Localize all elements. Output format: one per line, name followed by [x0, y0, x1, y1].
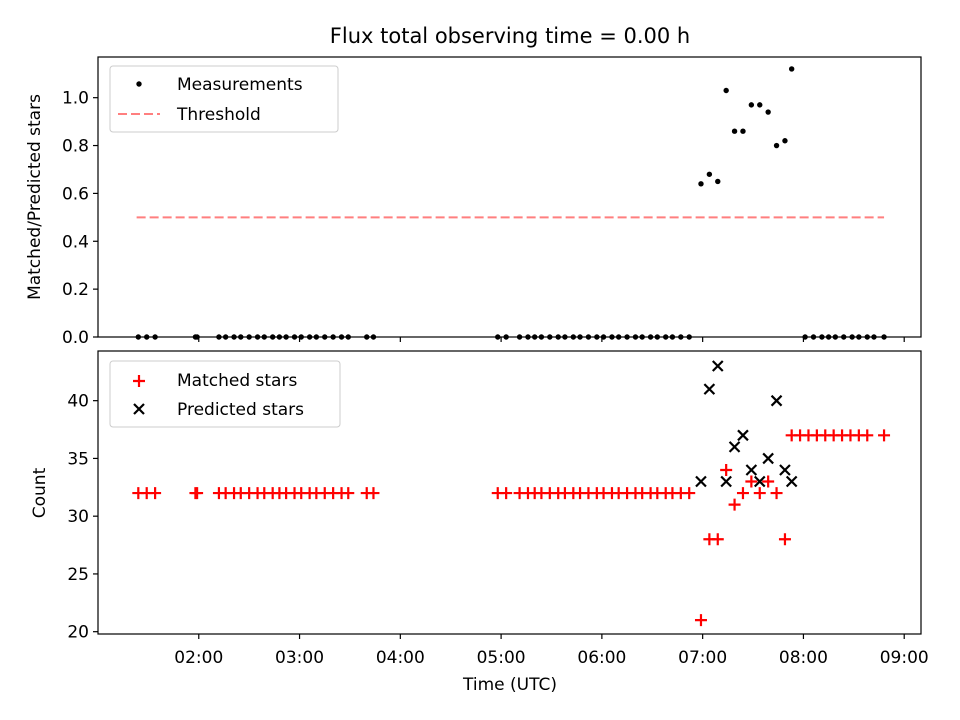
predicted-star-point — [753, 475, 766, 488]
measurement-point — [698, 181, 704, 187]
measurement-point — [740, 128, 746, 134]
top-y-axis-label: Matched/Predicted stars — [25, 94, 45, 300]
legend-matched-marker — [133, 375, 145, 387]
measurement-point — [723, 87, 729, 94]
top-ytick-label: 0.0 — [62, 328, 89, 348]
chart-title: Flux total observing time = 0.00 h — [330, 24, 690, 48]
predicted-star-point — [720, 475, 732, 488]
top-ytick-label: 0.8 — [62, 137, 89, 157]
top-ytick-label: 0.4 — [62, 232, 89, 252]
matched-star-point — [861, 429, 874, 442]
measurement-point — [706, 171, 713, 177]
top-ytick-label: 0.6 — [62, 184, 89, 204]
bottom-legend-box — [109, 360, 341, 428]
predicted-star-point — [728, 441, 741, 453]
measurement-point — [748, 102, 755, 108]
legend-predicted-marker — [133, 403, 145, 415]
top-legend: Measurements Threshold — [109, 65, 339, 133]
matched-star-point — [367, 487, 380, 500]
legend-measurements-label: Measurements — [177, 75, 303, 95]
matched-star-point — [711, 533, 724, 546]
matched-star-point — [878, 429, 891, 442]
predicted-star-point — [770, 394, 783, 407]
matched-star-point — [191, 487, 204, 500]
predicted-star-point — [711, 360, 724, 372]
bottom-ytick-label: 35 — [67, 449, 89, 469]
matched-star-point — [778, 533, 791, 546]
bottom-xtick-label: 03:00 — [275, 648, 324, 668]
legend-measurements-marker — [136, 81, 142, 87]
matched-star-point — [728, 498, 741, 511]
measurement-point — [715, 178, 721, 185]
bottom-xtick-label: 09:00 — [880, 648, 929, 668]
x-axis-label: Time (UTC) — [462, 675, 557, 695]
predicted-star-point — [695, 475, 707, 488]
bottom-xtick-label: 07:00 — [678, 648, 727, 668]
top-ytick-label: 1.0 — [62, 89, 89, 109]
bottom-y-axis-label: Count — [30, 467, 50, 518]
matched-star-point — [762, 475, 775, 488]
measurement-point — [788, 66, 795, 72]
matched-star-point — [694, 614, 707, 627]
measurement-point — [731, 128, 738, 134]
measurement-point — [765, 109, 771, 115]
top-legend-box — [109, 65, 339, 133]
bottom-plot-frame — [97, 350, 922, 635]
measurement-point — [773, 142, 780, 149]
top-plot-frame — [97, 56, 922, 338]
bottom-xtick-label: 05:00 — [477, 648, 526, 668]
legend-matched-label: Matched stars — [177, 371, 297, 391]
matched-star-point — [500, 487, 513, 500]
matched-star-point — [753, 487, 766, 500]
predicted-star-point — [779, 464, 791, 476]
matched-star-point — [736, 487, 749, 500]
matched-star-point — [683, 487, 696, 500]
bottom-ytick-label: 25 — [67, 565, 89, 585]
legend-threshold-label: Threshold — [176, 105, 261, 125]
bottom-xtick-label: 02:00 — [174, 648, 223, 668]
top-panel: 0.0 0.2 0.4 0.6 0.8 1.0 Matched/Predicted sta… — [25, 56, 922, 348]
predicted-star-point — [785, 475, 798, 488]
matched-star-point — [720, 463, 733, 476]
bottom-xtick-label: 06:00 — [577, 648, 626, 668]
matched-star-point — [342, 487, 355, 500]
matched-star-point — [770, 487, 783, 500]
measurement-point — [782, 138, 788, 144]
predicted-star-point — [745, 464, 758, 476]
predicted-star-point — [737, 429, 749, 442]
bottom-panel: 20 25 30 35 40 02:00 03:00 04:00 05:00 06:00 07:0… — [30, 350, 929, 695]
matched-star-point — [149, 487, 162, 500]
matched-star-point — [745, 475, 758, 488]
bottom-ytick-label: 30 — [67, 507, 89, 527]
legend-predicted-label: Predicted stars — [177, 400, 304, 420]
bottom-ytick-label: 20 — [67, 623, 89, 643]
bottom-xtick-label: 08:00 — [779, 648, 828, 668]
bottom-xtick-label: 04:00 — [376, 648, 425, 668]
bottom-legend: Matched stars Predicted stars — [109, 360, 341, 428]
bottom-ytick-label: 40 — [67, 392, 89, 412]
predicted-star-point — [762, 452, 774, 465]
predicted-star-point — [703, 383, 716, 395]
top-ytick-label: 0.2 — [62, 280, 89, 300]
measurement-point — [757, 102, 763, 108]
